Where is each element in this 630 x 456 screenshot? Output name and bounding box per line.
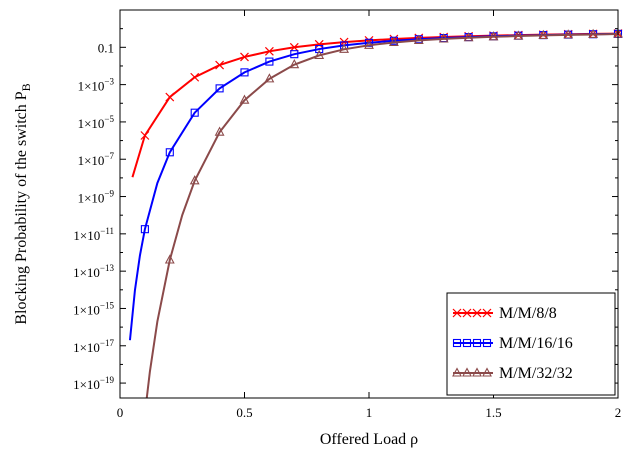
- series-point: [189, 175, 200, 185]
- y-tick-label: 1×10−19: [73, 375, 114, 392]
- y-tick-label: 1×10−7: [78, 151, 115, 168]
- legend-entry: M/M/32/32: [452, 365, 573, 382]
- series-point: [314, 39, 324, 49]
- y-tick-exponent: −9: [104, 189, 114, 199]
- series-point: [165, 92, 175, 102]
- series-point: [563, 29, 574, 39]
- series-m-m-8-8: [131, 29, 623, 178]
- y-tick-exponent: −7: [104, 151, 114, 161]
- series-point: [215, 60, 225, 70]
- series-point: [240, 68, 249, 77]
- legend-marker: [472, 338, 482, 348]
- series-point: [339, 43, 350, 53]
- x-tick-label: 0: [117, 405, 124, 420]
- series-point: [463, 32, 474, 42]
- series-point: [140, 131, 150, 140]
- y-axis-title: Blocking Probability of the switch PB: [13, 83, 33, 324]
- series-point: [190, 108, 199, 117]
- y-tick-exponent: −15: [100, 300, 115, 310]
- legend-marker: [482, 338, 492, 348]
- legend-marker: [462, 338, 472, 348]
- y-tick-label: 1×10−3: [78, 77, 115, 94]
- plot-frame: [119, 9, 619, 399]
- y-tick-label: 1×10−11: [73, 226, 114, 243]
- x-tick-label: 1.5: [485, 405, 501, 420]
- legend-entry: M/M/16/16: [452, 335, 573, 352]
- y-tick-exponent: −11: [100, 226, 114, 236]
- legend-marker: [482, 308, 492, 318]
- y-tick-label: 1×10−13: [73, 263, 114, 280]
- legend-marker: [472, 367, 482, 377]
- x-axis-title: Offered Load ρ: [320, 431, 418, 448]
- legend-label: M/M/32/32: [499, 365, 573, 382]
- series-point: [264, 73, 275, 83]
- y-tick-mantissa: 1×10: [78, 116, 105, 131]
- x-tick-label: 0.5: [236, 405, 252, 420]
- series-point: [190, 72, 200, 82]
- legend-marker: [452, 367, 462, 377]
- y-tick-mantissa: 1×10: [73, 340, 100, 355]
- y-tick-label: 1×10−17: [73, 338, 114, 355]
- legend-entry: M/M/8/8: [452, 305, 557, 322]
- legend-label: M/M/16/16: [499, 335, 573, 352]
- legend-marker: [462, 308, 472, 318]
- series-point: [265, 57, 274, 66]
- series-point: [588, 28, 599, 38]
- series-point: [315, 45, 324, 54]
- y-tick-exponent: −3: [104, 77, 114, 87]
- legend-label: M/M/8/8: [499, 305, 557, 322]
- series-point: [388, 36, 399, 47]
- x-tick-label: 1: [366, 405, 373, 420]
- y-tick-exponent: −5: [104, 114, 114, 124]
- y-tick-mantissa: 1×10: [78, 79, 105, 94]
- series-point: [165, 148, 174, 157]
- y-tick-mantissa: 1×10: [78, 153, 105, 168]
- y-tick-exponent: −19: [100, 375, 115, 385]
- series-point: [538, 29, 549, 39]
- series-line: [145, 33, 618, 398]
- y-tick-label: 1×10−5: [78, 114, 115, 131]
- legend-marker: [472, 308, 482, 318]
- legend-marker: [452, 338, 462, 348]
- series-point: [264, 46, 274, 56]
- series-point: [289, 59, 300, 69]
- legend: M/M/8/8 M/M/16/16 M/M/32/32: [446, 292, 616, 396]
- y-tick-mantissa: 1×10: [78, 191, 105, 206]
- y-tick-exponent: −17: [100, 338, 115, 348]
- y-tick-mantissa: 1×10: [73, 228, 100, 243]
- series-point: [488, 31, 499, 41]
- series-point: [513, 30, 524, 40]
- series-point: [438, 33, 449, 43]
- series-point: [314, 49, 325, 59]
- series-point: [290, 50, 299, 59]
- legend-marker: [452, 308, 462, 318]
- series-point: [239, 94, 250, 104]
- y-tick-mantissa: 1×10: [73, 302, 100, 317]
- y-tick-mantissa: 1×10: [73, 377, 100, 392]
- y-tick-label: 0.1: [98, 40, 114, 55]
- plot-series: [128, 28, 623, 398]
- series-point: [214, 126, 225, 136]
- y-axis-title-subscript: B: [19, 83, 33, 91]
- series-point: [364, 39, 374, 49]
- y-tick-mantissa: 1×10: [73, 265, 100, 280]
- series-point: [215, 84, 224, 93]
- series-point: [164, 254, 175, 264]
- y-axis-ticks: 0.11×10−31×10−51×10−71×10−91×10−111×10−1…: [73, 28, 618, 392]
- legend-marker: [482, 367, 492, 377]
- series-point: [240, 52, 249, 62]
- series-point: [289, 42, 299, 52]
- y-axis-title-main: Blocking Probability of the switch P: [13, 91, 30, 324]
- y-tick-label: 1×10−9: [78, 189, 115, 206]
- series-point: [140, 225, 149, 234]
- series-line: [131, 32, 618, 178]
- legend-marker: [462, 367, 472, 377]
- series-m-m-32-32: [145, 28, 623, 398]
- y-tick-exponent: −13: [100, 263, 115, 273]
- x-tick-label: 2: [615, 405, 622, 420]
- series-point: [413, 34, 424, 44]
- y-tick-label: 1×10−15: [73, 300, 114, 317]
